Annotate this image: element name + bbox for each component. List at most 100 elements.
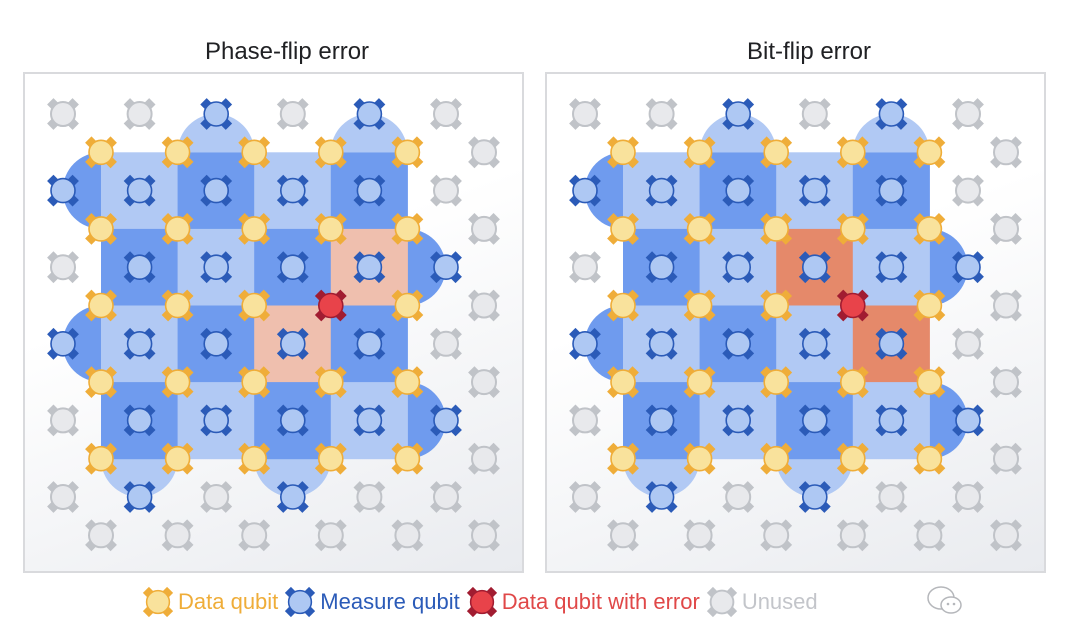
measure-qubit (430, 404, 462, 437)
data-qubit (607, 289, 639, 322)
measure-qubit (875, 327, 908, 360)
measure-qubit (276, 174, 309, 207)
unused-qubit (430, 174, 462, 207)
measure-qubit (875, 174, 908, 207)
wechat-icon (927, 586, 962, 614)
data-qubit (391, 212, 424, 245)
data-qubit (683, 212, 716, 245)
unused-qubit (468, 289, 500, 322)
legend-item-error-qubit: Data qubit with error (464, 584, 700, 620)
phase-flip-title: Phase-flip error (204, 38, 370, 65)
data-qubit (913, 212, 946, 245)
measure-qubit (200, 327, 233, 360)
boundary-plaquette (699, 114, 777, 153)
boundary-plaquette (584, 152, 623, 229)
data-qubit (238, 366, 271, 399)
unused-qubit (952, 327, 984, 360)
boundary-plaquette (62, 305, 101, 383)
boundary-plaquette (852, 114, 930, 153)
measure-qubit (123, 174, 156, 207)
data-qubit (836, 366, 869, 399)
data-qubit (161, 212, 194, 245)
unused-qubit (990, 289, 1022, 322)
unused-qubit (47, 98, 79, 130)
unused-qubit (990, 442, 1022, 475)
data-qubit (760, 289, 793, 322)
measure-qubit (123, 404, 156, 437)
data-qubit (85, 212, 117, 245)
legend-item-data-qubit: Data qubit (140, 584, 278, 620)
measure-qubit (200, 251, 233, 284)
legend-item-unused-qubit: Unused (704, 584, 818, 620)
data-qubit (683, 136, 716, 169)
data-qubit (238, 136, 271, 169)
data-qubit (913, 289, 946, 322)
data-qubit (238, 212, 271, 245)
measure-qubit (798, 404, 831, 437)
measure-qubit (875, 98, 908, 130)
data-qubit (607, 442, 639, 475)
measure-qubit (47, 327, 79, 360)
unused-qubit (468, 519, 500, 552)
legend-label: Data qubit with error (501, 589, 700, 614)
data-qubit (85, 442, 117, 475)
measure-qubit (353, 404, 386, 437)
measure-qubit (430, 251, 462, 284)
unused-qubit (468, 366, 500, 399)
legend-label: Measure qubit (320, 589, 460, 614)
data-qubit (314, 366, 347, 399)
legend-label: Data qubit (178, 589, 279, 614)
data-qubit (760, 212, 793, 245)
unused-qubit (645, 98, 678, 130)
watermark-logo (925, 583, 965, 624)
measure-qubit (276, 481, 309, 513)
measure-qubit (200, 174, 233, 207)
unused-qubit (430, 327, 462, 360)
boundary-plaquette (584, 305, 623, 383)
data-qubit (913, 442, 946, 475)
measure-qubit (123, 251, 156, 284)
measure-qubit (47, 174, 79, 207)
data-qubit (391, 289, 424, 322)
unused-qubit (85, 519, 117, 552)
data-qubit (161, 366, 194, 399)
unused-qubit (200, 481, 233, 513)
data-qubit (314, 442, 347, 475)
measure-qubit (276, 327, 309, 360)
measure-qubit (200, 404, 233, 437)
measure-qubit (353, 98, 386, 130)
measure-qubit (875, 404, 908, 437)
legend: Data qubit Measure qubit Data qubit with e… (140, 586, 822, 618)
data-qubit (142, 586, 174, 618)
unused-qubit (468, 212, 500, 245)
unused-qubit (569, 404, 601, 437)
measure-qubit (123, 327, 156, 360)
data-qubit (314, 136, 347, 169)
unused-qubit (430, 98, 462, 130)
measure-qubit (645, 251, 678, 284)
data-qubit (85, 289, 117, 322)
measure-qubit (798, 251, 831, 284)
unused-qubit (760, 519, 793, 552)
measure-qubit (123, 481, 156, 513)
bit-flip-lattice (569, 98, 1022, 552)
measure-qubit (798, 327, 831, 360)
legend-label: Unused (741, 589, 818, 614)
boundary-plaquette (407, 228, 446, 306)
unused-qubit (314, 519, 347, 552)
unused-qubit (990, 212, 1022, 245)
unused-qubit (990, 519, 1022, 552)
unused-qubit-icon (706, 586, 737, 618)
measure-qubit (353, 327, 386, 360)
bit-flip-title: Bit-flip error (746, 38, 872, 65)
unused-qubit (47, 251, 79, 284)
measure-qubit (353, 251, 386, 284)
unused-qubit (952, 481, 984, 513)
data-qubit (85, 136, 117, 169)
measure-qubit-icon (285, 586, 316, 618)
data-qubit (607, 136, 639, 169)
unused-qubit (569, 251, 601, 284)
data-qubit (683, 289, 716, 322)
data-qubit (683, 442, 716, 475)
unused-qubit (238, 519, 271, 552)
